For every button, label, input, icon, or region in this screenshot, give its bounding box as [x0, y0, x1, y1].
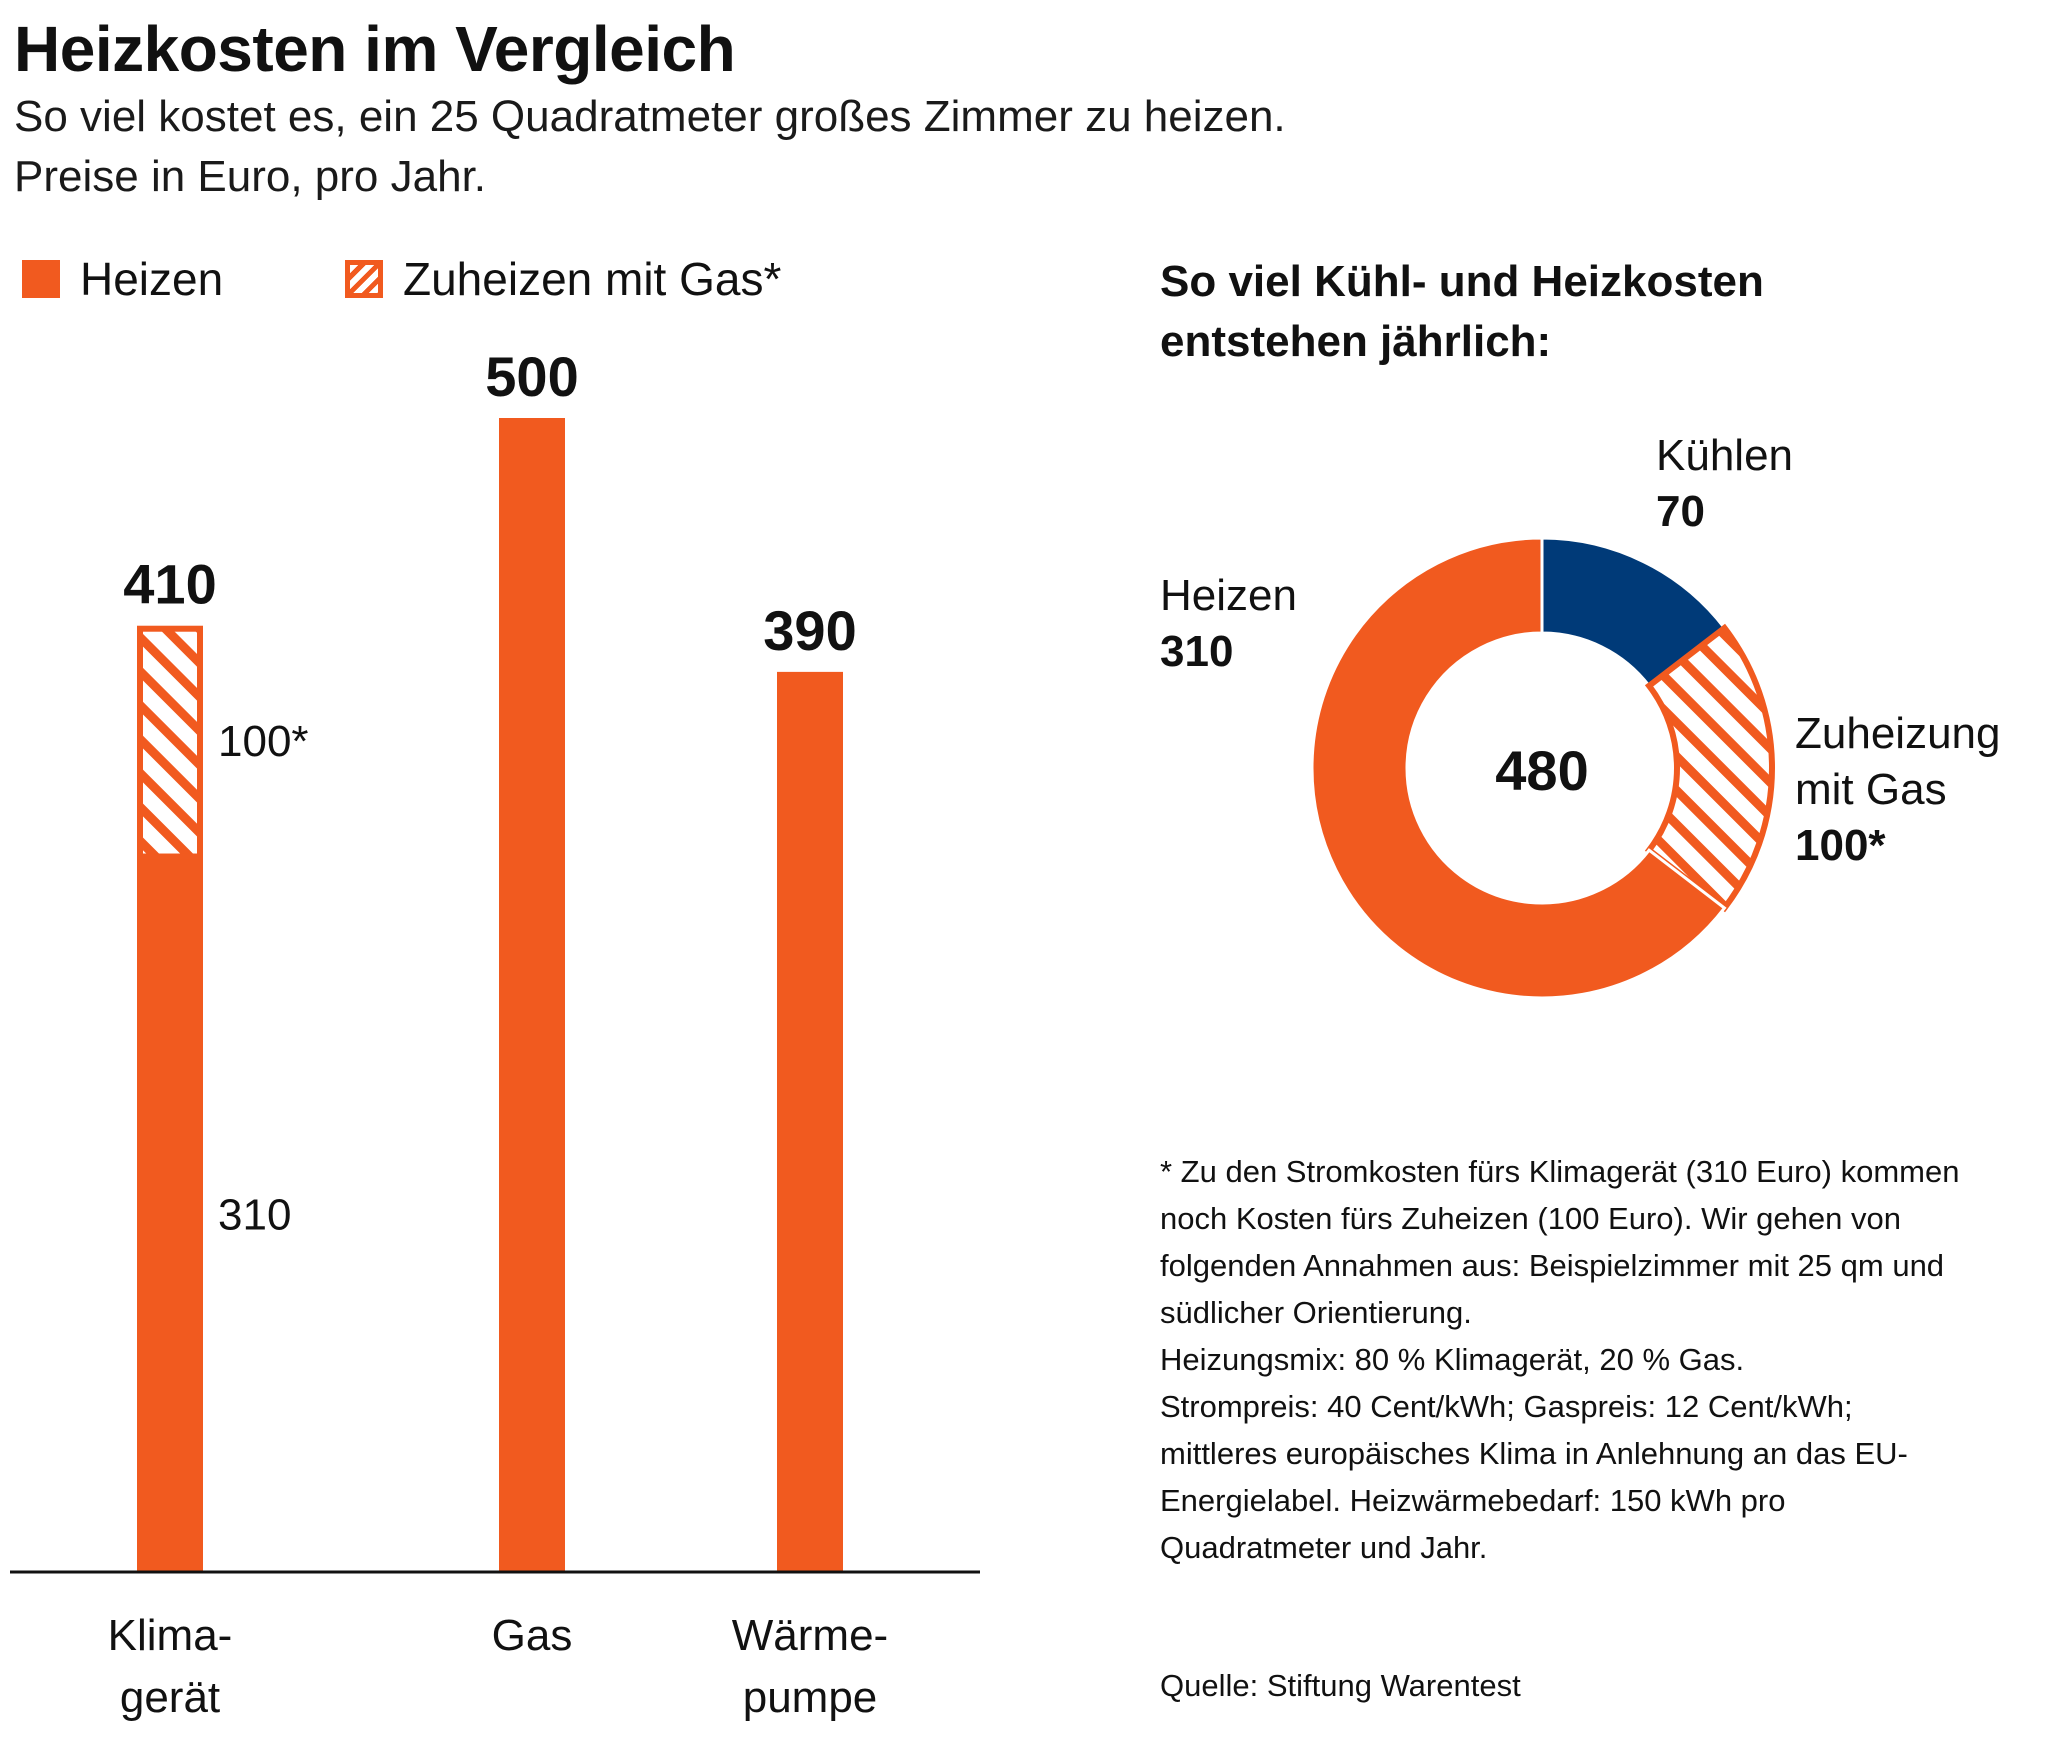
bar-total-label: 500 [485, 345, 578, 408]
segment-label: 100* [218, 717, 309, 766]
x-tick-label: Wärme- [732, 1611, 888, 1660]
donut-slice-name: Heizen [1160, 571, 1297, 620]
x-tick-label: Gas [492, 1611, 573, 1660]
donut-chart: 480 Kühlen 70 Zuheizung mit Gas 100* Heizen 310 [1160, 431, 2000, 1000]
legend-label-zuheizen: Zuheizen mit Gas* [403, 253, 782, 305]
bar-total-label: 390 [763, 599, 856, 662]
donut-slice-name: Kühlen [1656, 431, 1793, 480]
x-tick-label: pumpe [743, 1673, 878, 1722]
donut-slice-zuheizung-mit-gas [1644, 623, 1775, 913]
donut-title-line2: entstehen jährlich: [1160, 317, 1552, 366]
footnote-paragraph: Heizungsmix: 80 % Klimagerät, 20 % Gas. [1160, 1342, 1745, 1377]
source-note: Quelle: Stiftung Warentest [1160, 1668, 1521, 1703]
donut-slice-value: 70 [1656, 487, 1705, 536]
x-tick-label: Klima- [108, 1611, 233, 1660]
legend-label-heizen: Heizen [80, 253, 224, 305]
bar-total-label: 410 [123, 553, 216, 616]
legend-swatch-hatched [345, 260, 383, 298]
donut-slice-value: 100* [1795, 821, 1886, 870]
donut-title: So viel Kühl- und Heizkosten entstehen j… [1160, 252, 1764, 372]
legend-swatch-solid [22, 260, 60, 298]
footnote-paragraph: * Zu den Stromkosten fürs Klimagerät (31… [1160, 1154, 1960, 1330]
segment-label: 310 [218, 1190, 291, 1239]
bar-zuheizen [137, 625, 203, 860]
donut-center-total: 480 [1495, 739, 1588, 802]
donut-slice-name: mit Gas [1795, 765, 1947, 814]
bar-heizen [137, 856, 203, 1572]
legend-item-zuheizen: Zuheizen mit Gas* [345, 252, 781, 306]
bar-chart: 310 100* 410 Klima-gerät 500 Gas 390 Wärme-pump… [10, 345, 980, 1722]
x-tick-label: gerät [120, 1673, 220, 1722]
chart-title: Heizkosten im Vergleich [14, 13, 736, 85]
bar-heizen [777, 671, 843, 1572]
footnote-paragraph: Strompreis: 40 Cent/kWh; Gaspreis: 12 Ce… [1160, 1389, 1908, 1565]
donut-title-line1: So viel Kühl- und Heizkosten [1160, 257, 1764, 306]
donut-slice-name: Zuheizung [1795, 709, 2000, 758]
chart-subtitle: So viel kostet es, ein 25 Quadratmeter g… [14, 92, 1286, 141]
donut-slice-value: 310 [1160, 627, 1233, 676]
chart-subtitle-units: Preise in Euro, pro Jahr. [14, 152, 487, 201]
footnote: * Zu den Stromkosten fürs Klimagerät (31… [1160, 1148, 1960, 1571]
donut-slice-heizen [1310, 536, 1727, 1000]
bar-heizen [499, 418, 565, 1572]
legend-item-heizen: Heizen [22, 252, 223, 306]
